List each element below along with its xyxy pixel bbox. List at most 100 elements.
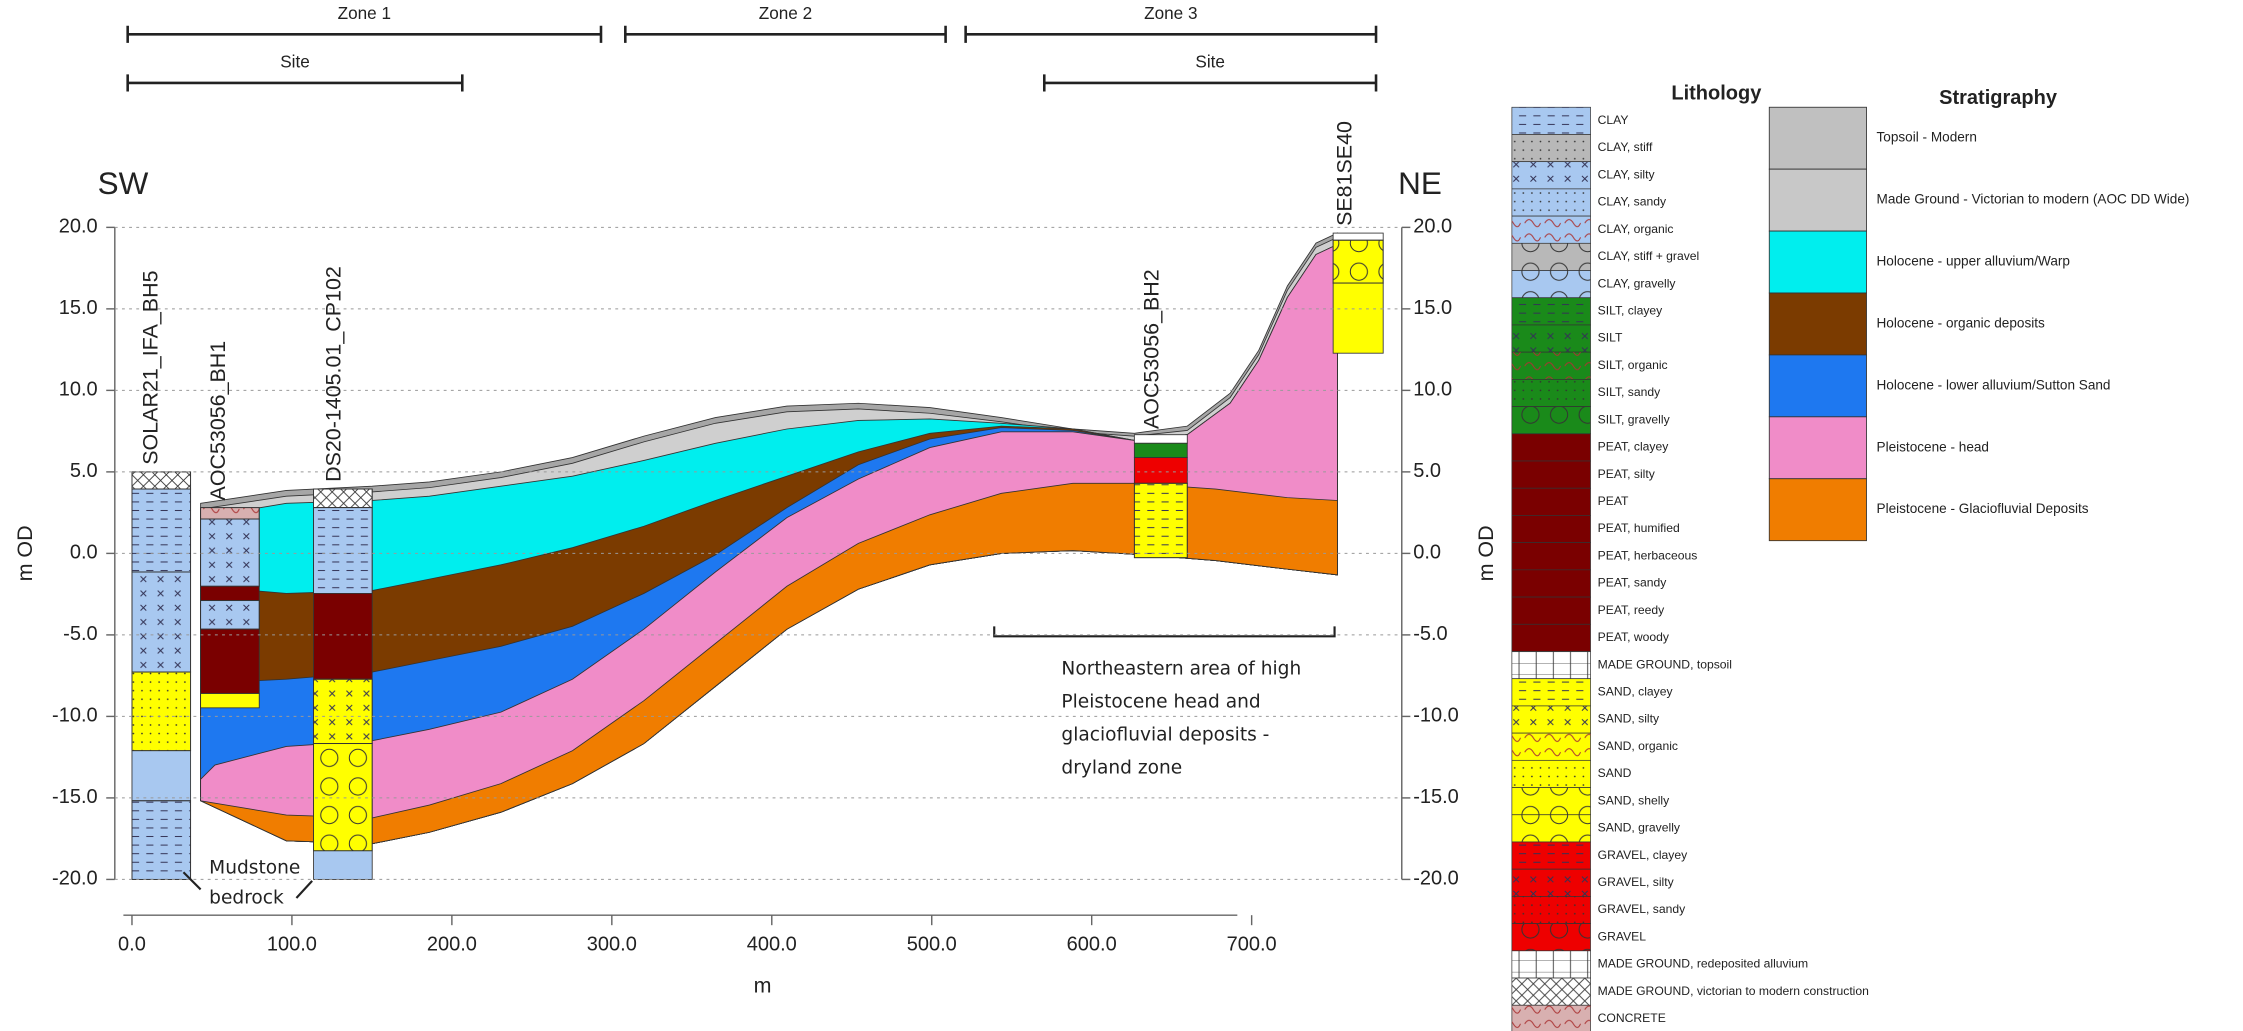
stratigraphy-label: Pleistocene - Glaciofluvial Deposits	[1877, 501, 2089, 516]
lithology-label: SAND, silty	[1598, 712, 1660, 726]
range-bar	[625, 26, 945, 43]
leader	[296, 881, 312, 898]
stratigraphy-title: Stratigraphy	[1939, 87, 2058, 109]
lithology-label: SAND, clayey	[1598, 684, 1674, 698]
lithology-label: MADE GROUND, topsoil	[1598, 657, 1732, 671]
lithology-label: CLAY, stiff	[1598, 140, 1653, 154]
lithology-swatch	[1512, 543, 1591, 570]
segment	[201, 694, 260, 708]
range-label: Zone 2	[759, 3, 812, 23]
segment	[314, 679, 373, 743]
lithology-pattern	[1512, 951, 1591, 978]
segment	[314, 508, 373, 594]
lithology-label: SAND, shelly	[1598, 793, 1670, 807]
lithology-swatch	[1512, 434, 1591, 461]
y-tick-label: 20.0	[1413, 216, 1452, 238]
lithology-pattern	[1512, 243, 1591, 270]
x-tick-label: 500.0	[907, 933, 957, 955]
lithology-swatch	[1512, 461, 1591, 488]
lithology-label: SILT, clayey	[1598, 304, 1663, 318]
lithology-pattern	[1512, 107, 1591, 134]
lithology-title: Lithology	[1671, 83, 1762, 105]
stratigraphy-swatch	[1769, 107, 1866, 169]
lithology-label: CLAY, organic	[1598, 222, 1674, 236]
x-tick-label: 0.0	[118, 933, 146, 955]
lithology-label: SILT	[1598, 331, 1623, 345]
lithology-pattern	[1512, 379, 1591, 406]
segment	[314, 744, 373, 851]
lithology-pattern	[1512, 706, 1591, 733]
range-label: Site	[1195, 51, 1225, 71]
segment	[1134, 458, 1187, 484]
stratigraphy-swatch	[1769, 231, 1866, 293]
lithology-label: GRAVEL, clayey	[1598, 848, 1688, 862]
lithology-label: CLAY, gravelly	[1598, 276, 1677, 290]
segment	[314, 489, 373, 508]
lithology-pattern	[1512, 733, 1591, 760]
lithology-pattern	[1512, 1005, 1591, 1031]
lithology-swatch	[1512, 597, 1591, 624]
y-tick-label: 15.0	[1413, 297, 1452, 319]
stratigraphy-swatch	[1769, 479, 1866, 541]
y-tick-label: -10.0	[1413, 705, 1459, 727]
lithology-label: CLAY, silty	[1598, 167, 1656, 181]
x-tick-label: 700.0	[1227, 933, 1277, 955]
lithology-label: SAND, gravelly	[1598, 821, 1681, 835]
lithology-swatch	[1512, 515, 1591, 542]
range-bar	[966, 26, 1376, 43]
range-bar	[128, 26, 601, 43]
lithology-pattern	[1512, 896, 1591, 923]
stratigraphy-swatch	[1769, 355, 1866, 417]
stratigraphy-label: Holocene - upper alluvium/Warp	[1877, 254, 2070, 269]
stratigraphy-label: Made Ground - Victorian to modern (AOC D…	[1877, 192, 2190, 207]
lithology-pattern	[1512, 216, 1591, 243]
lithology-pattern	[1512, 651, 1591, 678]
lithology-pattern	[1512, 760, 1591, 787]
segment	[132, 801, 191, 880]
y-tick-label: -15.0	[52, 786, 98, 808]
stratigraphy-swatch	[1769, 169, 1866, 231]
lithology-pattern	[1512, 978, 1591, 1005]
lithology-label: SILT, organic	[1598, 358, 1668, 372]
y-tick-label: -20.0	[1413, 868, 1459, 890]
lithology-swatch	[1512, 488, 1591, 515]
range-label: Site	[280, 51, 310, 71]
segment	[201, 508, 260, 519]
direction-left: SW	[98, 166, 149, 201]
segment	[1134, 443, 1187, 457]
segment	[132, 672, 191, 751]
range-label: Zone 3	[1144, 3, 1197, 23]
y-tick-label: 15.0	[59, 297, 98, 319]
y-tick-label: -5.0	[63, 623, 97, 645]
lithology-pattern	[1512, 189, 1591, 216]
x-tick-label: 100.0	[267, 933, 317, 955]
lithology-pattern	[1512, 924, 1591, 951]
borehole-label: AOC53056_BH1	[206, 341, 230, 501]
y-tick-label: 0.0	[1413, 542, 1441, 564]
range-label: Zone 1	[338, 3, 391, 23]
segment	[201, 519, 260, 586]
segment	[1134, 435, 1187, 444]
stratigraphy-swatch	[1769, 293, 1866, 355]
lithology-pattern	[1512, 869, 1591, 896]
y-tick-label: -15.0	[1413, 786, 1459, 808]
lithology-label: MADE GROUND, victorian to modern constru…	[1598, 984, 1869, 998]
y-tick-label: -10.0	[52, 705, 98, 727]
lithology-label: CONCRETE	[1598, 1011, 1666, 1025]
lithology-pattern	[1512, 325, 1591, 352]
annotation: Pleistocene head and	[1061, 692, 1260, 713]
annotation: bedrock	[209, 888, 284, 909]
lithology-pattern	[1512, 815, 1591, 842]
y-tick-label: 10.0	[59, 379, 98, 401]
lithology-label: PEAT, humified	[1598, 521, 1680, 535]
y-tick-label: 5.0	[70, 460, 98, 482]
lithology-pattern	[1512, 162, 1591, 189]
y-tick-label: -20.0	[52, 868, 98, 890]
segment	[1333, 240, 1383, 283]
lithology-label: CLAY	[1598, 113, 1629, 127]
y-tick-label: 20.0	[59, 216, 98, 238]
lithology-label: GRAVEL	[1598, 929, 1647, 943]
lithology-pattern	[1512, 298, 1591, 325]
stratigraphy-label: Topsoil - Modern	[1877, 130, 1977, 145]
borehole-label: SOLAR21_IFA_BH5	[139, 270, 163, 464]
